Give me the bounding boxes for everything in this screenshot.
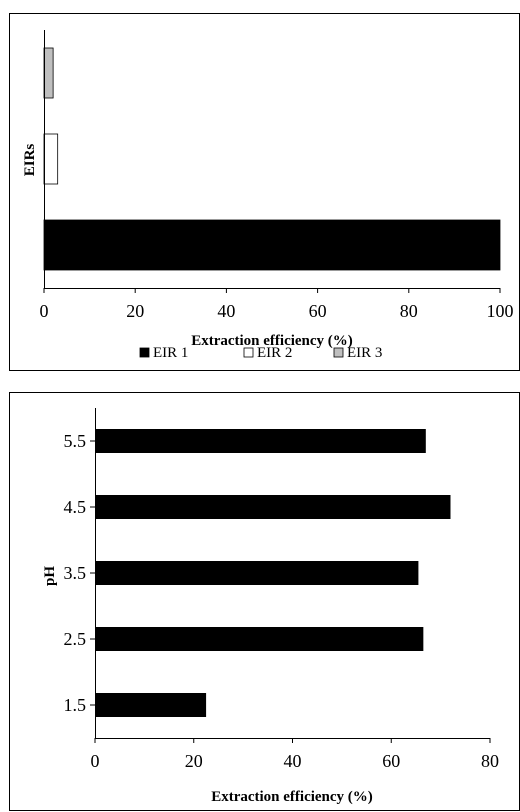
eir-chart: 0 20 40 60 80 100 Extraction efficiency (%) E… xyxy=(9,13,520,371)
y-axis-title: pH xyxy=(42,566,58,586)
chart-frame xyxy=(9,13,520,371)
x-tick-label: 60 xyxy=(309,301,327,321)
bar-eir-1 xyxy=(43,219,501,271)
legend-label: EIR 2 xyxy=(257,345,292,361)
x-tick-label: 60 xyxy=(382,751,400,771)
x-tick-label: 0 xyxy=(40,301,49,321)
y-axis-title: EIRs xyxy=(22,144,38,177)
legend-swatch xyxy=(139,347,150,358)
y-tick-label: 4.5 xyxy=(64,497,87,517)
bar-eir-3 xyxy=(43,47,54,99)
x-tick-label: 20 xyxy=(185,751,203,771)
bar-ph-3-5 xyxy=(95,561,419,585)
bar-eir-2 xyxy=(43,133,59,185)
chart-frame xyxy=(9,392,520,811)
x-axis-title: Extraction efficiency (%) xyxy=(191,333,353,349)
legend-swatch xyxy=(333,347,344,358)
legend-label: EIR 1 xyxy=(153,345,188,361)
bar-ph-2-5 xyxy=(95,627,424,651)
x-tick-label: 40 xyxy=(284,751,302,771)
x-tick-label: 80 xyxy=(481,751,499,771)
bar-ph-5-5 xyxy=(95,429,426,453)
y-tick-label: 1.5 xyxy=(64,695,87,715)
ph-chart: 1.5 2.5 3.5 4.5 5.5 0 20 40 60 80 Extraction effi… xyxy=(9,392,520,811)
y-tick-label: 3.5 xyxy=(64,563,87,583)
x-tick-label: 0 xyxy=(91,751,100,771)
x-axis-title: Extraction efficiency (%) xyxy=(211,789,373,805)
bar-ph-1-5 xyxy=(95,693,207,717)
legend-label: EIR 3 xyxy=(347,345,382,361)
x-tick-label: 20 xyxy=(126,301,144,321)
legend-swatch xyxy=(243,347,254,358)
x-tick-label: 100 xyxy=(487,301,514,321)
x-tick-label: 40 xyxy=(217,301,235,321)
x-tick-label: 80 xyxy=(400,301,418,321)
bar-ph-4-5 xyxy=(95,495,451,519)
y-tick-label: 5.5 xyxy=(64,431,87,451)
legend: EIR 1 EIR 2 EIR 3 xyxy=(139,345,382,361)
y-tick-label: 2.5 xyxy=(64,629,87,649)
